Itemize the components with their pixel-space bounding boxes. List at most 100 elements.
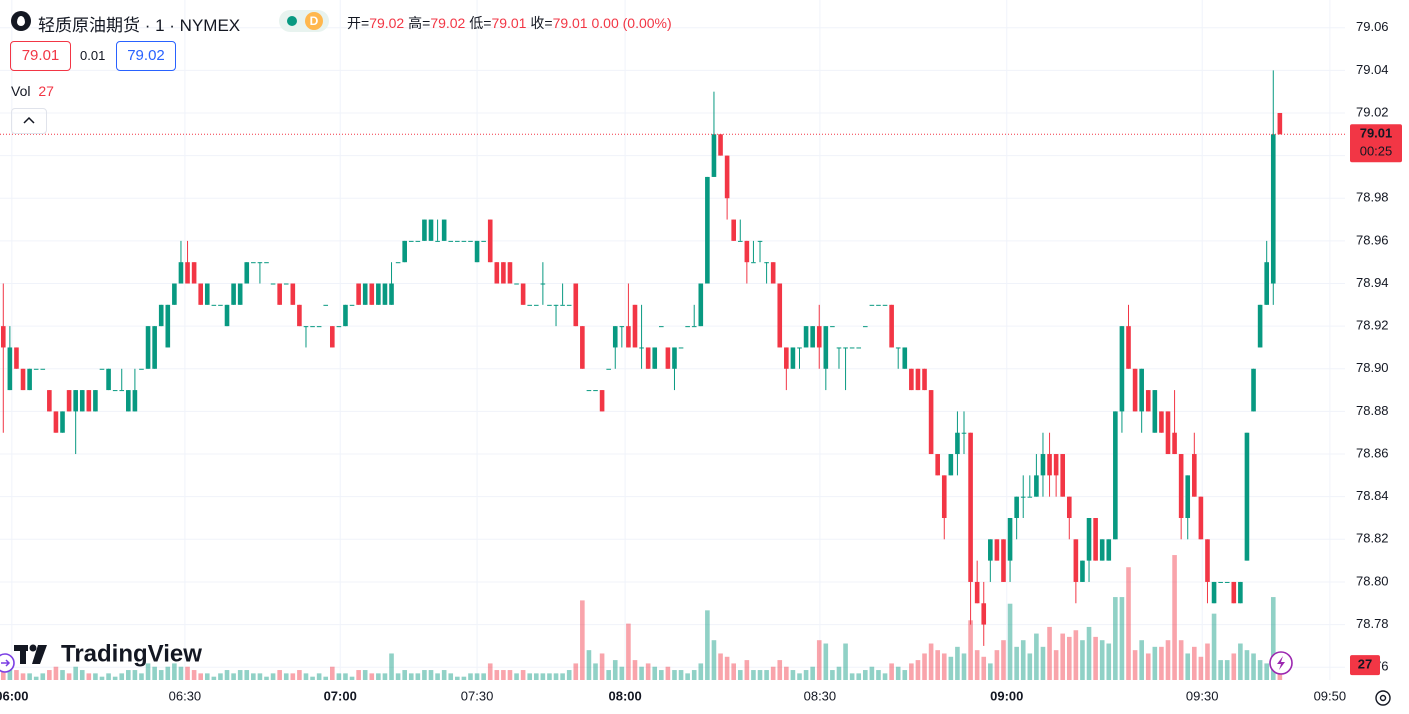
candle-body (1132, 368, 1138, 412)
candle-body (928, 390, 934, 455)
logo: TradingView (14, 640, 202, 667)
candle-body (1080, 560, 1085, 582)
candle-body (402, 240, 407, 263)
candle-body (356, 283, 361, 305)
volume-bar (428, 670, 434, 680)
volume-bar (468, 673, 473, 680)
axes: 79.0679.0479.0279.0078.9878.9678.9478.92… (0, 19, 1402, 703)
volume-bar (152, 666, 157, 680)
candle-body (1205, 539, 1210, 582)
volume-bar (816, 640, 822, 680)
candle-body (737, 240, 743, 242)
volume-bar (1047, 626, 1052, 680)
y-tick-label: 78.90 (1356, 360, 1389, 375)
volume-bar (382, 673, 388, 680)
volume-bar (632, 660, 638, 680)
candle-body (218, 304, 223, 306)
countdown: 00:25 (1360, 144, 1393, 159)
volume-bar (415, 673, 421, 680)
candle-body (830, 326, 835, 328)
y-tick-label: 78.94 (1356, 275, 1389, 290)
candle-body (1053, 454, 1059, 476)
candle-body (20, 368, 26, 391)
candle-body (1007, 517, 1013, 561)
volume-bar (698, 663, 704, 680)
volume-bar (60, 670, 65, 680)
candle-body (790, 347, 796, 369)
candle-body (1152, 390, 1158, 433)
status-pill[interactable]: D (279, 10, 329, 32)
candle-body (1106, 539, 1112, 561)
candle-body (698, 283, 704, 327)
candle-body (1027, 496, 1033, 498)
candle-body (1001, 539, 1006, 582)
volume-bar (922, 653, 927, 680)
candle-body (270, 283, 276, 285)
candle-body (659, 326, 664, 328)
volume-bar (1185, 653, 1191, 680)
volume-bar (27, 673, 32, 680)
buy-button[interactable]: 79.02 (116, 41, 176, 71)
candle-body (856, 347, 862, 349)
candle-body (1099, 539, 1105, 561)
volume-bar (1034, 633, 1039, 680)
volume-bar (909, 663, 914, 680)
candle-body (422, 219, 427, 241)
candle-body (988, 539, 993, 561)
candle-body (823, 326, 829, 369)
ohlc-legend: 开=79.02 高=79.02 低=79.01 收=79.01 0.00 (0.… (347, 13, 672, 33)
candle-body (974, 581, 980, 604)
candle-body (665, 347, 671, 369)
candle-body (1198, 496, 1204, 540)
volume-bar (132, 670, 138, 680)
volume-bar (981, 656, 987, 680)
candle-body (566, 304, 572, 306)
candle-body (968, 432, 973, 582)
volume-bar (1053, 650, 1059, 680)
volume-bar (336, 673, 342, 680)
candle-body (441, 219, 447, 241)
volume-bar (237, 670, 243, 680)
volume-bar (856, 673, 862, 680)
x-tick-label: 06:00 (0, 688, 28, 703)
x-tick-label: 08:30 (804, 688, 837, 703)
volume-bar (902, 670, 908, 680)
volume-bar (73, 666, 78, 680)
volume-bar (1231, 653, 1237, 680)
candle-body (678, 347, 684, 349)
volume-bar (461, 676, 467, 680)
candle-body (705, 176, 710, 284)
candle-body (889, 304, 894, 348)
candle-body (527, 304, 533, 306)
lightning (1277, 656, 1285, 670)
candle-body (224, 304, 230, 327)
volume-bar (481, 673, 486, 680)
volume-bar (994, 650, 1000, 680)
volume-bar (810, 666, 815, 680)
volume-bar (349, 676, 355, 680)
sell-button[interactable]: 79.01 (10, 41, 71, 71)
volume-bar (1027, 653, 1033, 680)
volume-bar (941, 653, 947, 680)
candle-body (448, 240, 454, 242)
volume-bar (751, 670, 756, 680)
symbol-title[interactable]: 轻质原油期货 · 1 · NYMEX (38, 16, 241, 35)
candle-body (395, 262, 401, 264)
volume-bar (448, 673, 454, 680)
settings-icon[interactable] (1375, 690, 1391, 706)
candle-body (303, 326, 309, 328)
volume-bar (323, 676, 329, 680)
candle-body (777, 283, 783, 348)
candle-body (540, 283, 546, 285)
volume-bar (626, 623, 631, 680)
volume-bar (961, 653, 967, 680)
volume-bar (1126, 567, 1131, 680)
volume-bar (1040, 646, 1046, 680)
candle-body (165, 304, 171, 348)
collapse-button[interactable] (11, 108, 47, 134)
candle-body (915, 368, 921, 391)
candle-body (1159, 411, 1164, 433)
candle-body (1251, 368, 1256, 412)
volume-bar (731, 663, 736, 680)
candle-body (849, 347, 855, 349)
